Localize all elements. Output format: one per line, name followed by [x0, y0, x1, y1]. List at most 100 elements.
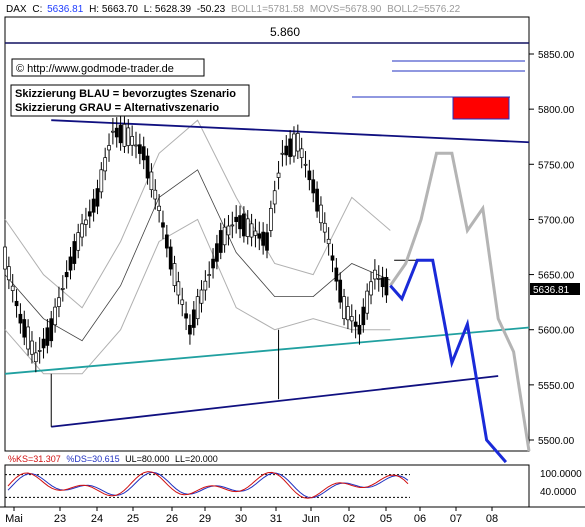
y-tick-label: 5800.00	[538, 105, 575, 116]
price-bar-body	[353, 321, 358, 327]
y-tick-label: 5500.00	[538, 436, 575, 447]
y-tick-label: 5700.00	[538, 215, 575, 226]
low-value: L: 5628.39	[144, 4, 192, 15]
grey-scenario-line	[389, 151, 531, 452]
chart-header: DAX C: 5636.81 H: 5663.70 L: 5628.39 -50…	[6, 4, 461, 15]
copyright-text: © http://www.godmode-trader.de	[16, 63, 174, 75]
price-bar-body	[172, 263, 177, 286]
price-bar-body	[145, 155, 150, 179]
price-bar-body	[346, 306, 350, 321]
price-bar-body	[215, 243, 219, 262]
legend-blue-text: Skizzierung BLAU = bevorzugtes Szenario	[15, 88, 236, 100]
legend-grey-text: Skizzierung GRAU = Alternativszenario	[15, 102, 219, 114]
price-bar-body	[245, 218, 250, 237]
price-bar-body	[141, 146, 146, 161]
price-bar-body	[191, 309, 196, 328]
boll2-value: BOLL2=5576.22	[387, 4, 461, 15]
high-value: H: 5663.70	[89, 4, 138, 15]
price-bar-body	[111, 130, 115, 133]
price-bar-body	[249, 223, 254, 238]
price-bar-body	[199, 289, 204, 304]
symbol-label: DAX	[6, 4, 27, 15]
price-bar-body	[68, 256, 73, 271]
price-bar-body	[57, 297, 61, 307]
price-bar-body	[280, 152, 285, 155]
price-bar-body	[211, 258, 215, 269]
price-bar-body	[334, 267, 339, 282]
price-bar-body	[49, 318, 54, 342]
y-tick-label: 5550.00	[538, 381, 575, 392]
close-label: C:	[32, 4, 42, 15]
price-bar-body	[84, 219, 88, 225]
boll1-value: BOLL1=5781.58	[231, 4, 305, 15]
close-value: 5636.81	[47, 4, 84, 15]
x-tick-label: 02	[343, 513, 355, 525]
bollinger-bands	[4, 119, 391, 375]
price-bar-body	[269, 208, 273, 231]
ds-value: %DS=30.615	[66, 454, 119, 464]
moving-average-line	[4, 169, 391, 342]
x-tick-label: 07	[450, 513, 462, 525]
price-bar-body	[257, 233, 262, 239]
price-bar-body	[207, 274, 212, 276]
price-bar-body	[60, 288, 65, 290]
price-bar-body	[380, 277, 385, 288]
price-bar-body	[22, 319, 27, 338]
price-bar-body	[384, 276, 389, 296]
y-axis: 5500.00 5550.00 5600.00 5650.00 5700.00 5750.…	[529, 50, 575, 447]
x-tick-label: Mai	[5, 513, 23, 525]
price-bar-body	[349, 316, 354, 322]
price-bar-body	[130, 136, 134, 146]
price-bar-body	[103, 157, 108, 172]
price-bar-body	[184, 313, 188, 319]
legend-box	[10, 84, 250, 117]
price-bar-body	[80, 223, 84, 238]
price-bar-body	[91, 198, 96, 213]
price-bar-body	[234, 216, 239, 222]
price-bar-body	[218, 230, 223, 253]
upper-bollinger-band	[4, 119, 391, 309]
lower-trendline	[51, 375, 499, 428]
price-bar-body	[168, 246, 173, 270]
ll-value: LL=20.000	[175, 454, 218, 464]
ks-line	[7, 471, 409, 499]
price-bar-body	[203, 280, 208, 291]
price-bar-body	[99, 169, 104, 193]
price-badge-text: 5636.81	[533, 285, 570, 296]
ks-value: %KS=31.307	[8, 454, 61, 464]
price-bar-body	[230, 224, 235, 227]
price-bar-body	[157, 205, 161, 211]
price-bar-body	[365, 290, 370, 314]
price-bar-body	[276, 172, 281, 178]
x-tick-label: Jun	[302, 513, 320, 525]
price-bar-body	[87, 211, 92, 217]
price-bar-body	[33, 352, 38, 363]
price-bar-body	[134, 144, 138, 147]
svg-text:DAX C: 5636.81: DAX C: 5636.81 H: 5663.70 L: 5628.39 -50…	[6, 4, 461, 15]
price-bar-body	[369, 281, 373, 296]
change-value: -50.23	[197, 4, 226, 15]
y-tick-label: 5650.00	[538, 271, 575, 282]
price-bar-body	[138, 144, 142, 154]
price-bar-body	[222, 226, 227, 246]
price-bar-body	[272, 190, 277, 205]
price-bar-body	[253, 230, 258, 236]
price-bar-body	[37, 350, 42, 352]
price-bar-body	[342, 296, 346, 320]
price-bar-body	[238, 215, 242, 230]
x-tick-label: 08	[486, 513, 498, 525]
price-bar-body	[326, 238, 331, 245]
price-badge	[530, 283, 580, 295]
copyright-box	[11, 58, 205, 77]
price-bar-body	[288, 138, 292, 157]
price-bar-body	[292, 133, 296, 157]
price-bar-body	[26, 326, 30, 350]
price-bar-body	[373, 269, 377, 280]
price-bar-body	[357, 324, 362, 335]
x-tick-label: 24	[91, 513, 103, 525]
movs-value: MOVS=5678.90	[310, 4, 382, 15]
osc-tick-label: 40.0000	[540, 487, 577, 498]
stochastic-oscillator: 100.0000 40.0000	[5, 469, 582, 499]
level-5860-label: 5.860	[270, 25, 300, 39]
price-bar-body	[188, 324, 192, 335]
